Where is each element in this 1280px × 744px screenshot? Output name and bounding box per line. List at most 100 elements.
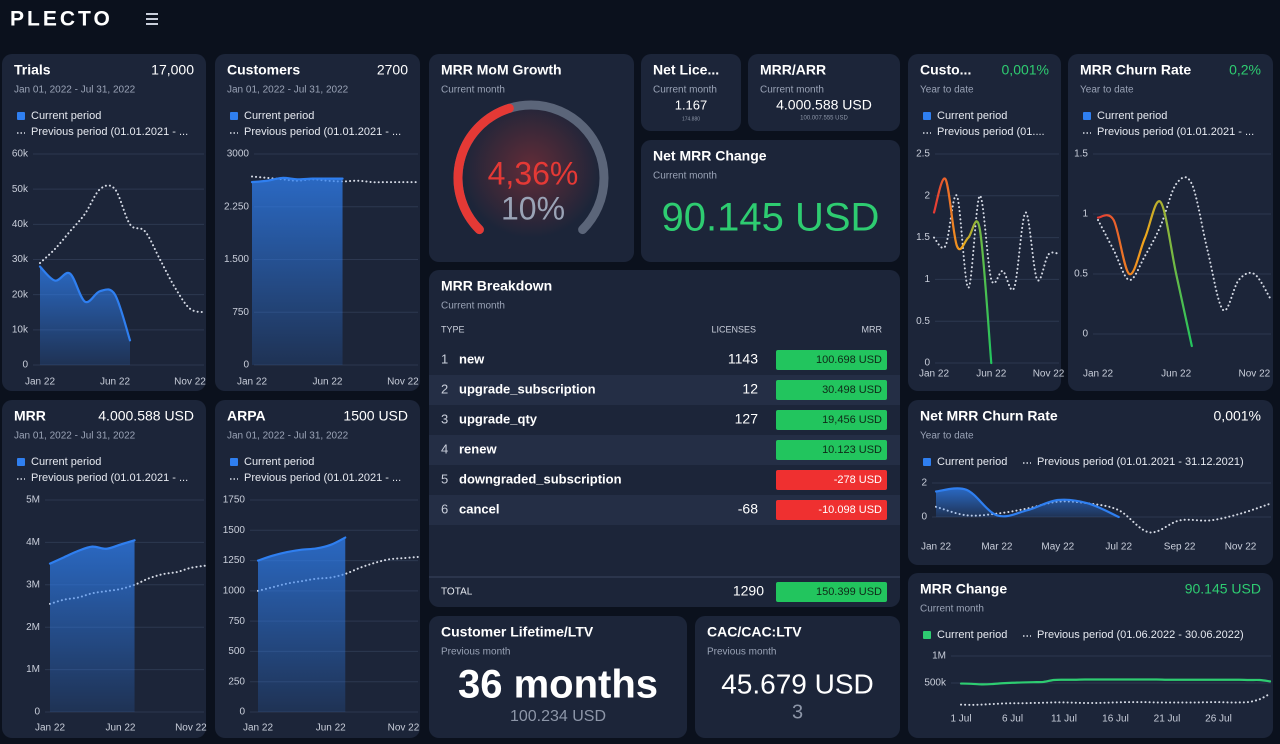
card-subtitle: Current month [760, 85, 824, 96]
card-subtitle: Current month [441, 301, 505, 312]
card-value: 1500 USD [343, 408, 408, 424]
legend-label: Previous period (01.01.2021 - ... [1097, 126, 1254, 138]
x-tick-label: Jun 22 [312, 377, 342, 388]
x-tick-label: Nov 22 [174, 377, 206, 388]
y-tick-label: 3000 [227, 149, 250, 160]
menu-button[interactable] [144, 11, 160, 27]
logo: PLECTO [10, 8, 113, 31]
kpi-secondary: 100.007.555 USD [800, 116, 848, 122]
y-tick-label: 1750 [223, 495, 246, 506]
card-value: 0,001% [1214, 408, 1261, 424]
y-tick-label: 0.5 [916, 316, 930, 327]
kpi-value: 45.679 USD [721, 668, 874, 699]
gauge-value-label: 4,36% [488, 155, 579, 191]
y-tick-label: 0 [921, 512, 927, 523]
card-subtitle: Jan 01, 2022 - Jul 31, 2022 [14, 431, 136, 442]
card-value: 0,001% [1002, 62, 1049, 78]
y-tick-label: 1M [932, 651, 946, 662]
row-licenses: 1143 [728, 351, 758, 367]
y-tick-label: 10k [12, 324, 29, 335]
row-type: cancel [459, 501, 499, 516]
y-tick-label: 250 [228, 676, 245, 687]
x-tick-label: Jun 22 [105, 723, 135, 734]
x-tick-label: Nov 22 [175, 723, 207, 734]
current-line [38, 265, 132, 342]
y-tick-label: 20k [12, 289, 29, 300]
legend-swatch [923, 112, 931, 120]
mrr-badge [776, 380, 887, 400]
card-title: Trials [14, 62, 51, 78]
card-subtitle: Year to date [1080, 85, 1134, 96]
card-title: Net MRR Change [653, 148, 767, 164]
legend-label: Current period [937, 110, 1007, 122]
card-subtitle: Previous month [707, 647, 776, 658]
x-tick-label: Jan 22 [921, 542, 951, 553]
legend-swatch [230, 458, 238, 466]
total-licenses: 1290 [733, 583, 764, 599]
row-rank: 3 [441, 411, 448, 426]
y-tick-label: 0 [1082, 329, 1088, 340]
x-tick-label: Nov 22 [1033, 369, 1065, 380]
x-tick-label: Nov 22 [387, 377, 419, 388]
card [429, 616, 687, 738]
card [641, 140, 900, 262]
card-title: MRR Churn Rate [1080, 62, 1191, 78]
row-licenses: 127 [735, 411, 759, 427]
x-tick-label: Sep 22 [1164, 542, 1196, 553]
mrr-badge [776, 350, 887, 370]
card-value: 4.000.588 USD [98, 408, 194, 424]
card [641, 54, 741, 131]
legend-label: Current period [937, 456, 1007, 468]
mrr-badge-label: 150.399 USD [816, 586, 882, 598]
y-tick-label: 5M [26, 495, 40, 506]
current-line [256, 536, 347, 562]
area-fill [40, 266, 130, 365]
row-rank: 5 [441, 471, 448, 486]
x-tick-label: Jul 22 [1105, 542, 1132, 553]
current-line [48, 539, 136, 565]
x-tick-label: Jun 22 [976, 369, 1006, 380]
x-tick-label: Nov 22 [1225, 542, 1257, 553]
mrr-badge [776, 582, 887, 602]
kpi-value: 4.000.588 USD [776, 97, 872, 113]
x-tick-label: 16 Jul [1102, 714, 1129, 725]
y-tick-label: 0 [239, 707, 245, 718]
y-tick-label: 4M [26, 537, 40, 548]
legend-label: Previous period (01.01.2021 - 31.12.2021… [1037, 456, 1244, 468]
th: MRR [862, 324, 883, 334]
previous-line [960, 692, 1271, 706]
card-value: 17,000 [151, 62, 194, 78]
legend-label: Current period [937, 629, 1007, 641]
card-title: MRR Breakdown [441, 278, 552, 294]
x-tick-label: 26 Jul [1205, 714, 1232, 725]
x-tick-label: Mar 22 [981, 542, 1013, 553]
x-tick-label: 21 Jul [1154, 714, 1181, 725]
x-tick-label: Jan 22 [25, 377, 55, 388]
legend-label: Previous period (01.01.2021 - ... [244, 126, 401, 138]
card-value: 2700 [377, 62, 408, 78]
mrr-badge [776, 410, 887, 430]
card-title: Net Lice... [653, 62, 719, 78]
mrr-badge-label: 100.698 USD [816, 354, 882, 366]
card-title: MRR/ARR [760, 62, 826, 78]
y-tick-label: 500k [924, 678, 947, 689]
y-tick-label: 3M [26, 579, 40, 590]
x-tick-label: Jun 22 [316, 723, 346, 734]
legend-label: Current period [31, 110, 101, 122]
card-subtitle: Current month [920, 604, 984, 615]
y-tick-label: 1.500 [224, 254, 249, 265]
x-tick-label: 11 Jul [1051, 714, 1077, 725]
mrr-badge [776, 500, 887, 520]
mrr-badge-label: -10.098 USD [818, 504, 882, 516]
y-tick-label: 2.250 [224, 201, 249, 212]
y-tick-label: 60k [12, 149, 29, 160]
y-tick-label: 1M [26, 664, 40, 675]
previous-line [933, 194, 1061, 291]
card-subtitle: Current month [441, 85, 505, 96]
legend-label: Previous period (01.01.2021 - ... [31, 472, 188, 484]
row-type: renew [459, 441, 497, 456]
previous-line [935, 500, 1272, 534]
y-tick-label: 500 [228, 646, 245, 657]
mrr-badge [776, 470, 887, 490]
legend-label: Current period [244, 110, 314, 122]
